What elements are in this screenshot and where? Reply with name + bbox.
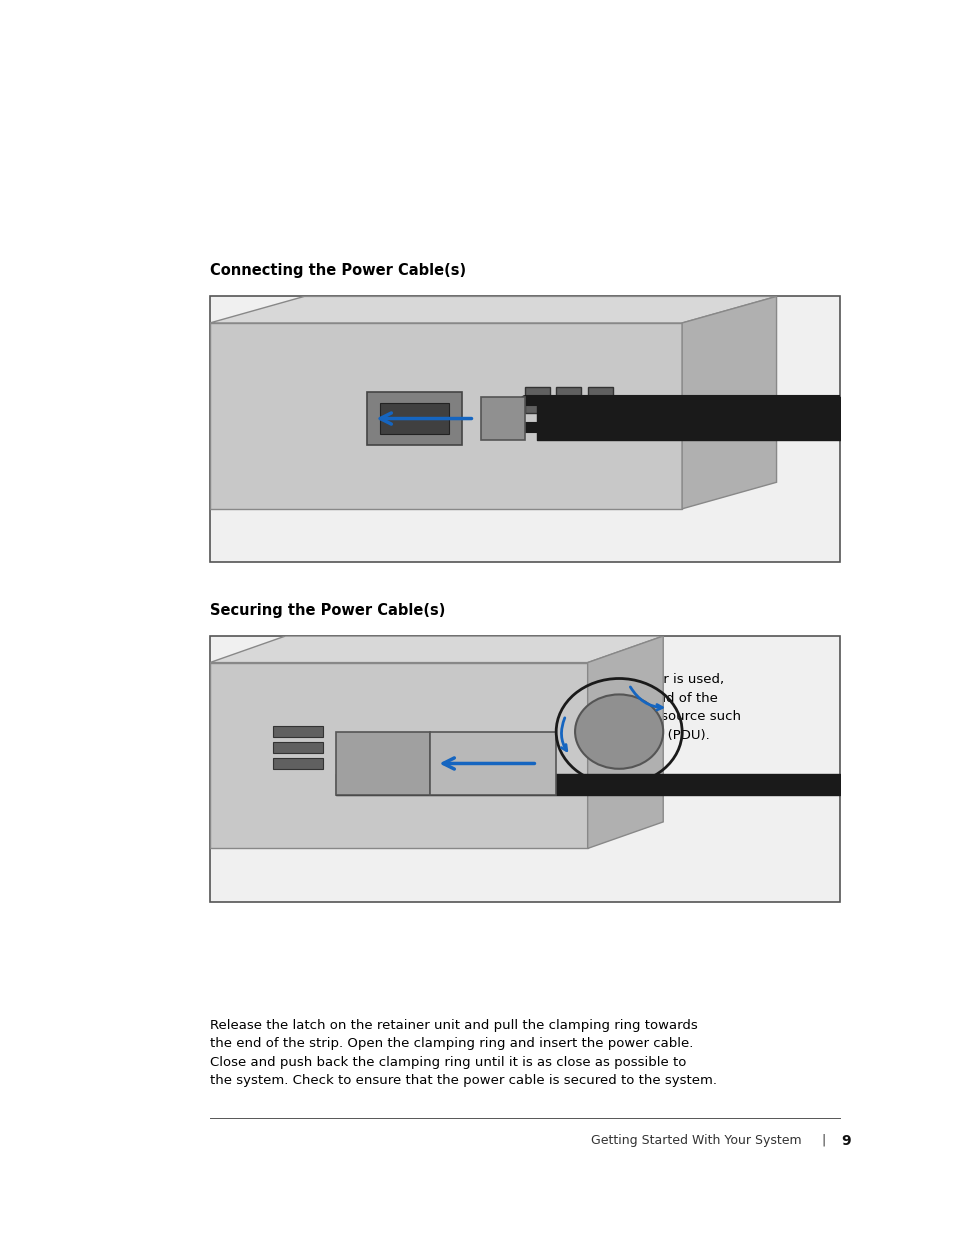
- Polygon shape: [379, 403, 449, 435]
- Polygon shape: [367, 391, 461, 445]
- FancyBboxPatch shape: [210, 636, 839, 902]
- Polygon shape: [587, 636, 662, 848]
- Text: Connect the system’s power cable(s) to the system and, if a monitor is used,
con: Connect the system’s power cable(s) to t…: [210, 673, 740, 741]
- Polygon shape: [210, 324, 681, 509]
- Polygon shape: [335, 731, 430, 795]
- Polygon shape: [273, 742, 323, 753]
- Polygon shape: [273, 758, 323, 768]
- Text: Getting Started With Your System: Getting Started With Your System: [590, 1134, 801, 1147]
- Text: |: |: [814, 1134, 834, 1147]
- Polygon shape: [587, 387, 612, 414]
- Polygon shape: [430, 731, 556, 795]
- Polygon shape: [556, 387, 580, 414]
- Polygon shape: [210, 636, 662, 662]
- Polygon shape: [480, 398, 524, 440]
- Text: Securing the Power Cable(s): Securing the Power Cable(s): [210, 603, 445, 618]
- Polygon shape: [210, 662, 587, 848]
- Polygon shape: [524, 387, 549, 414]
- Text: 9: 9: [841, 1134, 850, 1147]
- Polygon shape: [210, 296, 776, 324]
- Polygon shape: [681, 296, 776, 509]
- Polygon shape: [273, 726, 323, 737]
- Text: Connecting the Power Cable(s): Connecting the Power Cable(s): [210, 263, 465, 278]
- Circle shape: [575, 694, 662, 768]
- FancyBboxPatch shape: [210, 296, 839, 562]
- Text: Release the latch on the retainer unit and pull the clamping ring towards
the en: Release the latch on the retainer unit a…: [210, 1019, 716, 1087]
